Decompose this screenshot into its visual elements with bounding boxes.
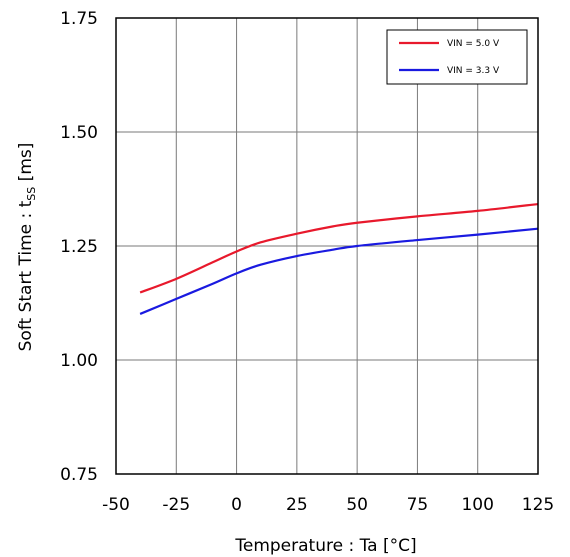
x-axis-title: Temperature : Ta [°C] [234, 536, 416, 556]
y-tick-label: 1.25 [60, 237, 98, 257]
legend-label: VIN = 3.3 V [447, 66, 500, 76]
x-tick-labels: -50 -25 0 25 50 75 100 125 [102, 495, 554, 515]
x-tick-label: -25 [162, 495, 190, 515]
plot-frame [115, 17, 539, 475]
x-tick-label: 125 [522, 495, 554, 515]
x-tick-label: 0 [231, 495, 242, 515]
grid-lines [115, 17, 539, 475]
y-tick-label: 1.00 [60, 351, 98, 371]
y-tick-label: 1.75 [60, 9, 98, 29]
series-lines [139, 202, 539, 315]
x-tick-label: 75 [407, 495, 429, 515]
y-axis-title: Soft Start Time : tSS [ms] [16, 143, 38, 352]
series-line [139, 227, 539, 315]
legend-box [386, 29, 528, 85]
y-axis-title-main: Soft Start Time : t [16, 200, 36, 351]
x-tick-label: 100 [461, 495, 493, 515]
x-tick-label: 25 [286, 495, 308, 515]
x-tick-label: 50 [346, 495, 368, 515]
y-axis-title-suffix: [ms] [16, 143, 36, 187]
y-tick-labels: 0.75 1.00 1.25 1.50 1.75 [60, 9, 98, 485]
y-tick-label: 0.75 [60, 465, 98, 485]
series-line [139, 202, 539, 294]
y-axis-title-sub: SS [25, 187, 38, 201]
legend-label: VIN = 5.0 V [447, 39, 500, 49]
y-tick-label: 1.50 [60, 123, 98, 143]
x-tick-label: -50 [102, 495, 130, 515]
legend: VIN = 5.0 V VIN = 3.3 V [386, 29, 528, 85]
